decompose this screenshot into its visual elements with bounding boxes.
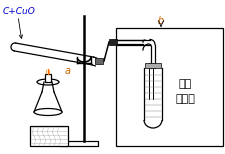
Bar: [116, 28, 223, 146]
Text: 澄清: 澄清: [178, 79, 192, 89]
Ellipse shape: [34, 109, 62, 116]
Bar: [95, 58, 103, 64]
Bar: [145, 63, 161, 68]
Text: C+CuO: C+CuO: [3, 6, 36, 16]
Text: b: b: [158, 16, 164, 26]
Ellipse shape: [37, 79, 59, 85]
Text: a: a: [65, 66, 71, 76]
Bar: [30, 126, 68, 146]
Text: 石灼水: 石灼水: [175, 94, 195, 104]
Bar: [60, 141, 98, 146]
Bar: [109, 39, 117, 45]
Bar: [45, 74, 51, 82]
